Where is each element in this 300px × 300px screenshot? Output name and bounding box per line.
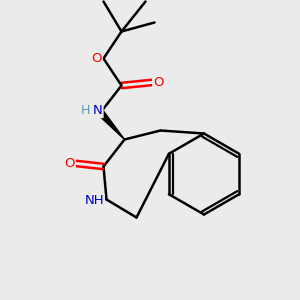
Text: O: O <box>153 76 163 89</box>
Text: O: O <box>65 157 75 170</box>
Text: N: N <box>93 104 103 118</box>
Text: NH: NH <box>85 194 104 208</box>
Text: O: O <box>92 52 102 65</box>
Polygon shape <box>98 110 124 140</box>
Text: H: H <box>81 104 90 118</box>
